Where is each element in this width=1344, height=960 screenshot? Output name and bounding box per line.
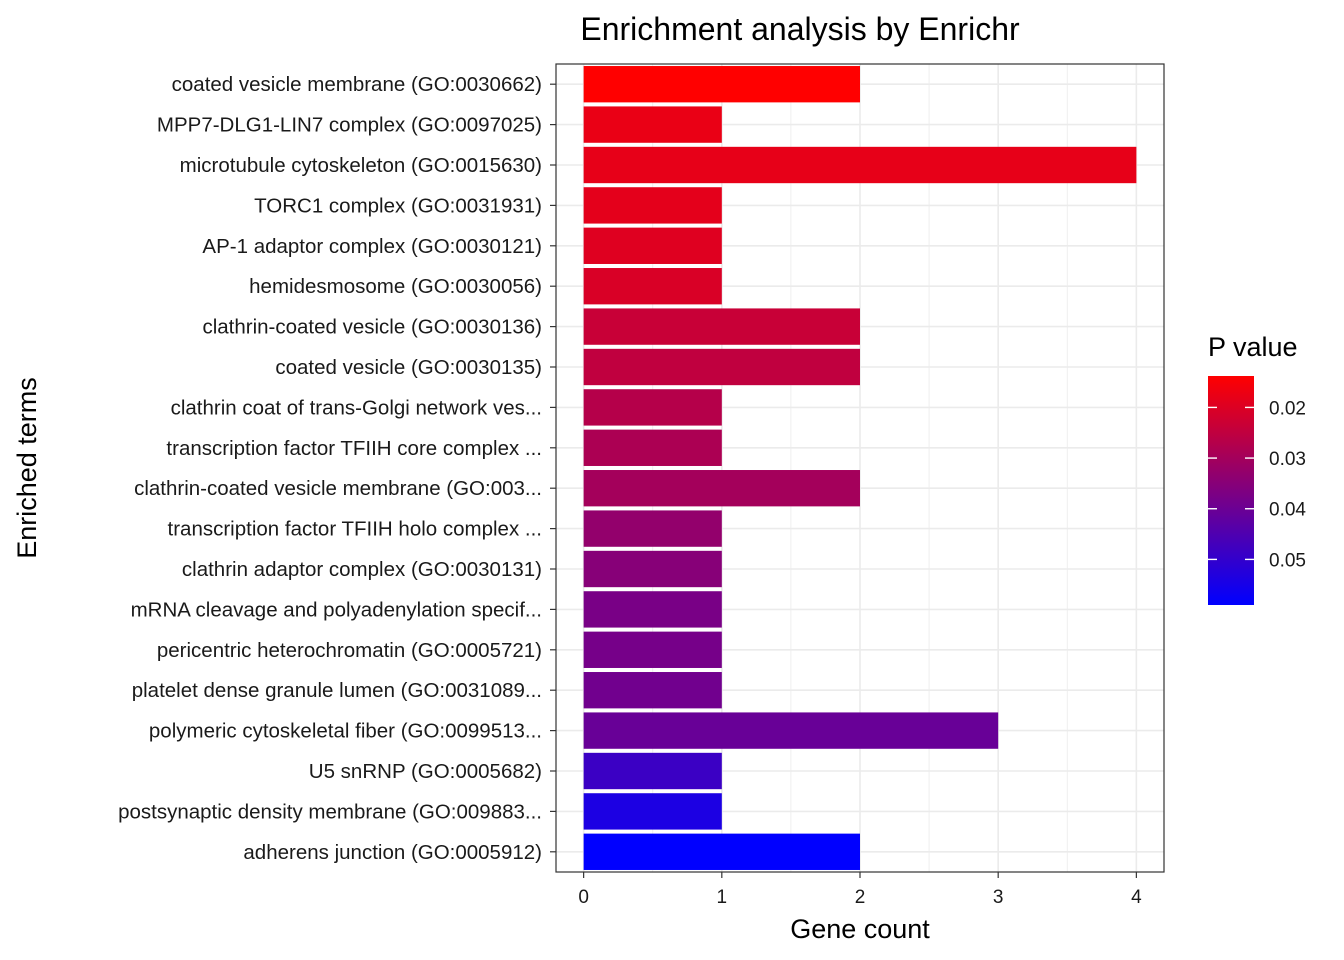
bar [583, 106, 722, 143]
y-tick-label: MPP7-DLG1-LIN7 complex (GO:0097025) [157, 114, 542, 137]
y-tick-label: mRNA cleavage and polyadenylation specif… [131, 598, 542, 621]
x-tick-label: 0 [578, 887, 589, 908]
y-tick-label: U5 snRNP (GO:0005682) [309, 760, 542, 783]
y-tick-label: pericentric heterochromatin (GO:0005721) [157, 639, 542, 662]
y-tick-label: adherens junction (GO:0005912) [243, 841, 542, 864]
bars [583, 66, 1137, 870]
bar [583, 389, 722, 426]
y-tick-label: clathrin-coated vesicle (GO:0030136) [202, 316, 542, 339]
y-tick-label: transcription factor TFIIH holo complex … [168, 518, 542, 541]
y-tick-label: hemidesmosome (GO:0030056) [249, 275, 542, 298]
x-tick-label: 4 [1131, 887, 1142, 908]
color-legend: P value 0.02 0.03 0.04 0.05 [1208, 332, 1306, 605]
bar [583, 187, 722, 224]
bar [583, 793, 722, 830]
legend-ticks: 0.02 0.03 0.04 0.05 [1208, 398, 1306, 571]
legend-tick-label: 0.02 [1269, 398, 1306, 419]
bar [583, 550, 722, 588]
bar [583, 752, 722, 790]
legend-tick-label: 0.05 [1269, 550, 1306, 571]
bar [583, 833, 860, 870]
y-tick-label: transcription factor TFIIH core complex … [166, 437, 542, 460]
y-tick-label: platelet dense granule lumen (GO:0031089… [132, 679, 542, 702]
y-axis-title: Enriched terms [12, 377, 42, 559]
x-axis: 0 1 2 3 4 [578, 872, 1142, 908]
y-tick-label: clathrin-coated vesicle membrane (GO:003… [134, 477, 542, 500]
legend-colorbar [1208, 376, 1254, 605]
plot-panel [555, 63, 1165, 873]
x-tick-label: 3 [993, 887, 1004, 908]
legend-tick-label: 0.03 [1269, 449, 1306, 470]
y-tick-label: AP-1 adaptor complex (GO:0030121) [202, 235, 542, 258]
bar [583, 470, 860, 507]
legend-tick-label: 0.04 [1269, 500, 1306, 521]
legend-title: P value [1208, 332, 1298, 362]
bar [583, 631, 722, 668]
bar [583, 348, 860, 386]
x-axis-title: Gene count [790, 914, 930, 944]
y-tick-label: coated vesicle membrane (GO:0030662) [172, 73, 542, 96]
bar [583, 146, 1137, 184]
bar [583, 591, 722, 628]
bar [583, 268, 722, 305]
x-tick-label: 2 [855, 887, 866, 908]
bar [583, 429, 722, 466]
x-tick-label: 1 [717, 887, 728, 908]
y-tick-label: microtubule cytoskeleton (GO:0015630) [180, 154, 542, 177]
y-tick-label: polymeric cytoskeletal fiber (GO:0099513… [149, 720, 542, 743]
bar [583, 308, 860, 345]
y-tick-label: postsynaptic density membrane (GO:009883… [118, 800, 542, 823]
y-axis: coated vesicle membrane (GO:0030662) MPP7… [118, 73, 556, 864]
bar [583, 227, 722, 264]
bar [583, 672, 722, 709]
y-tick-label: TORC1 complex (GO:0031931) [254, 194, 542, 217]
bar [583, 712, 999, 749]
y-tick-label: clathrin adaptor complex (GO:0030131) [182, 558, 542, 581]
bar [583, 510, 722, 547]
y-tick-label: clathrin coat of trans-Golgi network ves… [171, 396, 542, 419]
bar [583, 66, 860, 103]
chart-title: Enrichment analysis by Enrichr [580, 11, 1020, 47]
y-tick-label: coated vesicle (GO:0030135) [275, 356, 542, 379]
